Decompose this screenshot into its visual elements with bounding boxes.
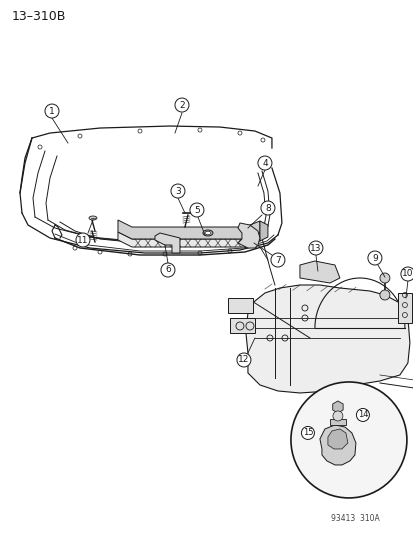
Text: 12: 12 <box>237 356 249 365</box>
Polygon shape <box>327 429 347 449</box>
Polygon shape <box>118 220 259 239</box>
Polygon shape <box>154 233 180 253</box>
Text: 8: 8 <box>264 204 270 213</box>
Circle shape <box>161 263 175 277</box>
Polygon shape <box>118 232 259 247</box>
Circle shape <box>332 411 342 421</box>
Polygon shape <box>397 293 411 323</box>
Circle shape <box>257 156 271 170</box>
Polygon shape <box>245 285 409 393</box>
Circle shape <box>236 353 250 367</box>
Circle shape <box>308 241 322 255</box>
Text: 9: 9 <box>371 254 377 262</box>
Polygon shape <box>259 221 267 241</box>
Text: 11: 11 <box>77 236 88 245</box>
Polygon shape <box>329 419 345 425</box>
Text: 2: 2 <box>179 101 184 110</box>
Circle shape <box>301 426 313 440</box>
Ellipse shape <box>89 216 97 220</box>
Polygon shape <box>299 261 339 283</box>
Circle shape <box>270 253 284 267</box>
Polygon shape <box>228 298 252 313</box>
Text: 14: 14 <box>357 410 367 419</box>
Circle shape <box>76 233 90 247</box>
Circle shape <box>45 104 59 118</box>
Text: 13: 13 <box>309 244 321 253</box>
Polygon shape <box>229 318 254 333</box>
Text: 93413  310A: 93413 310A <box>330 514 379 523</box>
Ellipse shape <box>202 230 212 236</box>
Text: 1: 1 <box>49 107 55 116</box>
Circle shape <box>175 98 188 112</box>
Text: 15: 15 <box>302 429 312 438</box>
Text: 6: 6 <box>165 265 171 274</box>
Circle shape <box>400 267 413 281</box>
Circle shape <box>260 201 274 215</box>
Text: 3: 3 <box>175 187 180 196</box>
Polygon shape <box>319 425 355 465</box>
Text: 4: 4 <box>261 158 267 167</box>
Ellipse shape <box>204 231 211 235</box>
Circle shape <box>367 251 381 265</box>
Polygon shape <box>237 223 259 248</box>
Text: 13–310B: 13–310B <box>12 10 66 23</box>
Text: 5: 5 <box>194 206 199 214</box>
Circle shape <box>190 203 204 217</box>
Text: 10: 10 <box>401 270 413 279</box>
Circle shape <box>356 408 368 422</box>
Circle shape <box>290 382 406 498</box>
Circle shape <box>379 273 389 283</box>
Circle shape <box>379 290 389 300</box>
Text: 7: 7 <box>274 255 280 264</box>
Circle shape <box>171 184 185 198</box>
